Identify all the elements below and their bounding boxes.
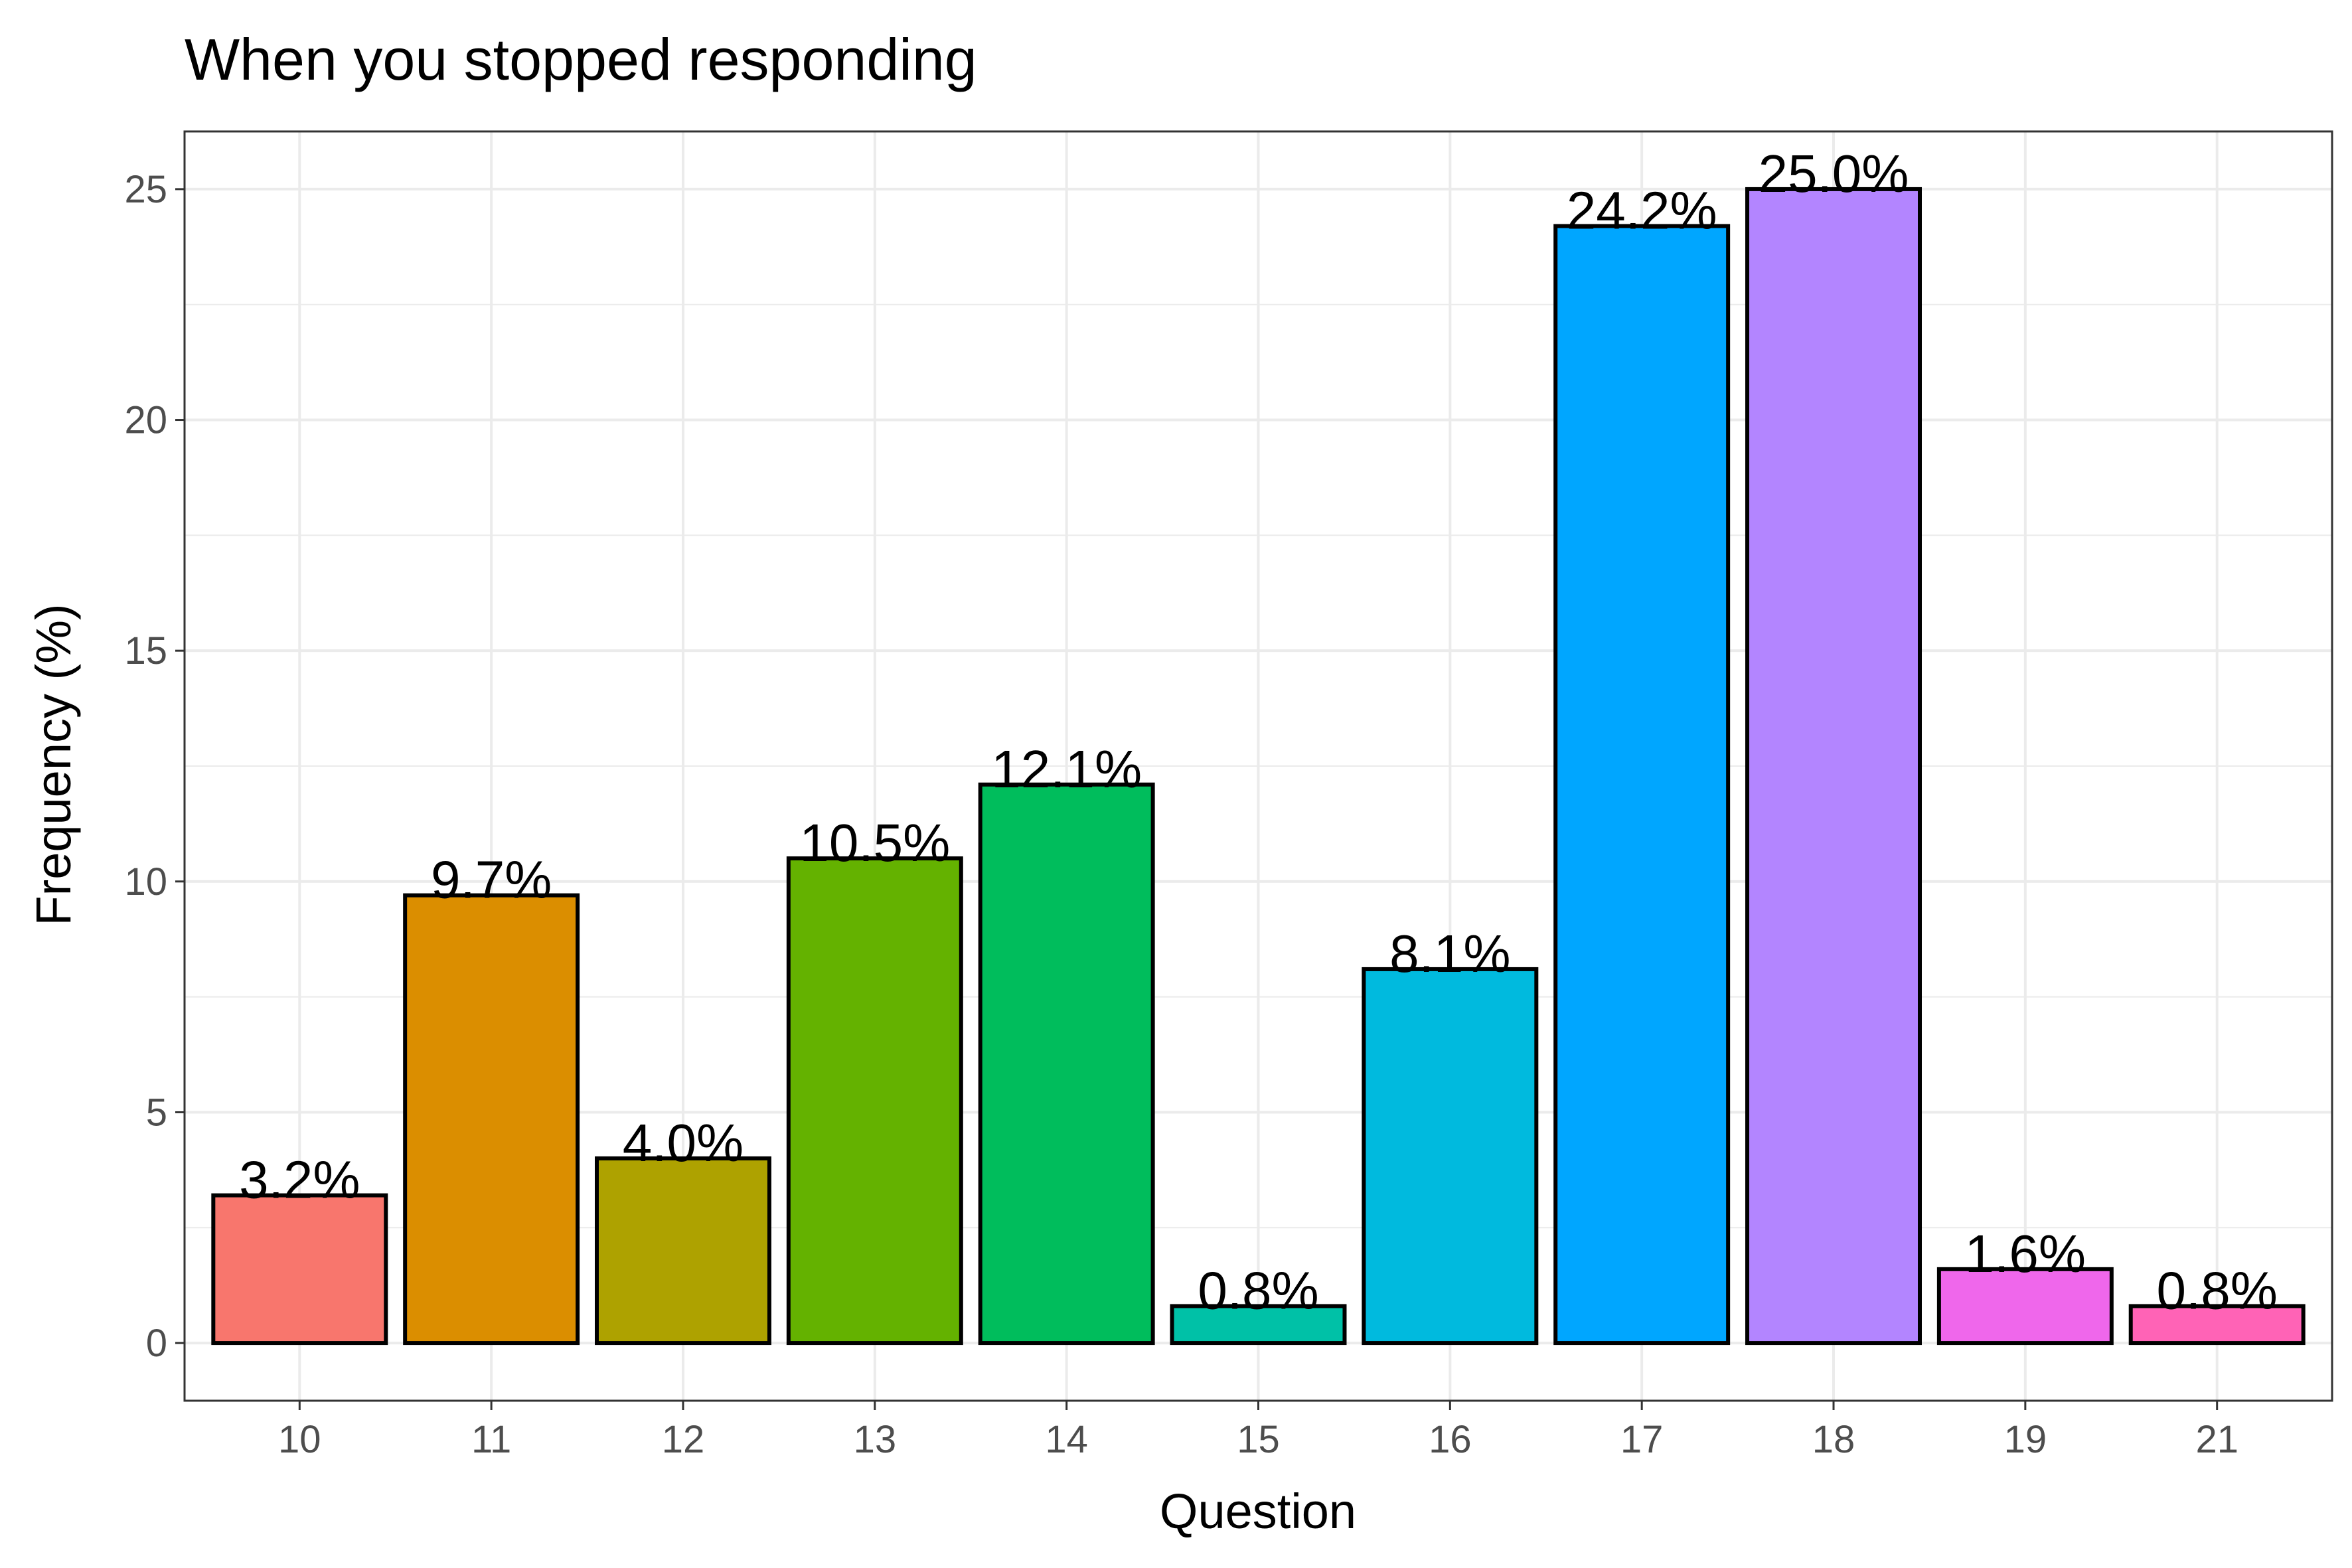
data-label-19: 1.6% xyxy=(1965,1224,2086,1283)
data-label-11: 9.7% xyxy=(431,850,552,909)
data-label-13: 10.5% xyxy=(799,813,950,872)
x-tick-label: 18 xyxy=(1812,1418,1855,1461)
y-tick-label: 0 xyxy=(146,1322,167,1365)
data-label-15: 0.8% xyxy=(1198,1261,1318,1320)
bar-19 xyxy=(1936,1267,2114,1346)
x-tick-label: 11 xyxy=(471,1418,511,1461)
x-tick-label: 17 xyxy=(1620,1418,1664,1461)
y-tick-label: 5 xyxy=(146,1091,167,1134)
data-label-18: 25.0% xyxy=(1759,144,1909,203)
x-tick-label: 12 xyxy=(662,1418,705,1461)
x-tick-label: 21 xyxy=(2195,1418,2238,1461)
bars xyxy=(211,187,2306,1346)
x-tick-label: 16 xyxy=(1429,1418,1472,1461)
bar-labels: 3.2% 9.7% 4.0% 10.5% 12.1% 0.8% 8.1% 24.2% 25.0%… xyxy=(239,144,2278,1320)
bar-13 xyxy=(786,856,963,1346)
data-label-21: 0.8% xyxy=(2157,1261,2278,1320)
data-label-10: 3.2% xyxy=(239,1150,360,1210)
x-tick-label: 10 xyxy=(278,1418,321,1461)
y-tick-label: 20 xyxy=(124,399,167,442)
x-axis-title: Question xyxy=(1160,1484,1356,1539)
bar-10 xyxy=(211,1193,388,1346)
data-label-16: 8.1% xyxy=(1389,924,1510,983)
chart-title: When you stopped responding xyxy=(185,27,977,92)
data-label-12: 4.0% xyxy=(623,1113,744,1172)
y-tick-label: 10 xyxy=(124,860,167,903)
bar-17 xyxy=(1553,224,1731,1346)
bar-18 xyxy=(1745,187,1922,1346)
bar-12 xyxy=(595,1156,771,1346)
bar-11 xyxy=(403,893,580,1346)
y-axis: 0 5 10 15 20 25 xyxy=(124,168,185,1365)
data-label-17: 24.2% xyxy=(1567,181,1717,240)
x-tick-label: 13 xyxy=(854,1418,897,1461)
y-tick-label: 15 xyxy=(124,629,167,672)
bar-16 xyxy=(1362,967,1539,1346)
bar-15 xyxy=(1170,1304,1347,1346)
bar-14 xyxy=(978,782,1155,1346)
y-tick-label: 25 xyxy=(124,168,167,211)
data-label-14: 12.1% xyxy=(991,740,1142,799)
x-tick-label: 19 xyxy=(2004,1418,2047,1461)
y-axis-title: Frequency (%) xyxy=(26,603,81,925)
x-axis: 10 11 12 13 14 15 16 17 18 19 21 xyxy=(278,1401,2238,1461)
bar-21 xyxy=(2128,1304,2306,1346)
x-tick-label: 14 xyxy=(1045,1418,1088,1461)
x-tick-label: 15 xyxy=(1237,1418,1280,1461)
